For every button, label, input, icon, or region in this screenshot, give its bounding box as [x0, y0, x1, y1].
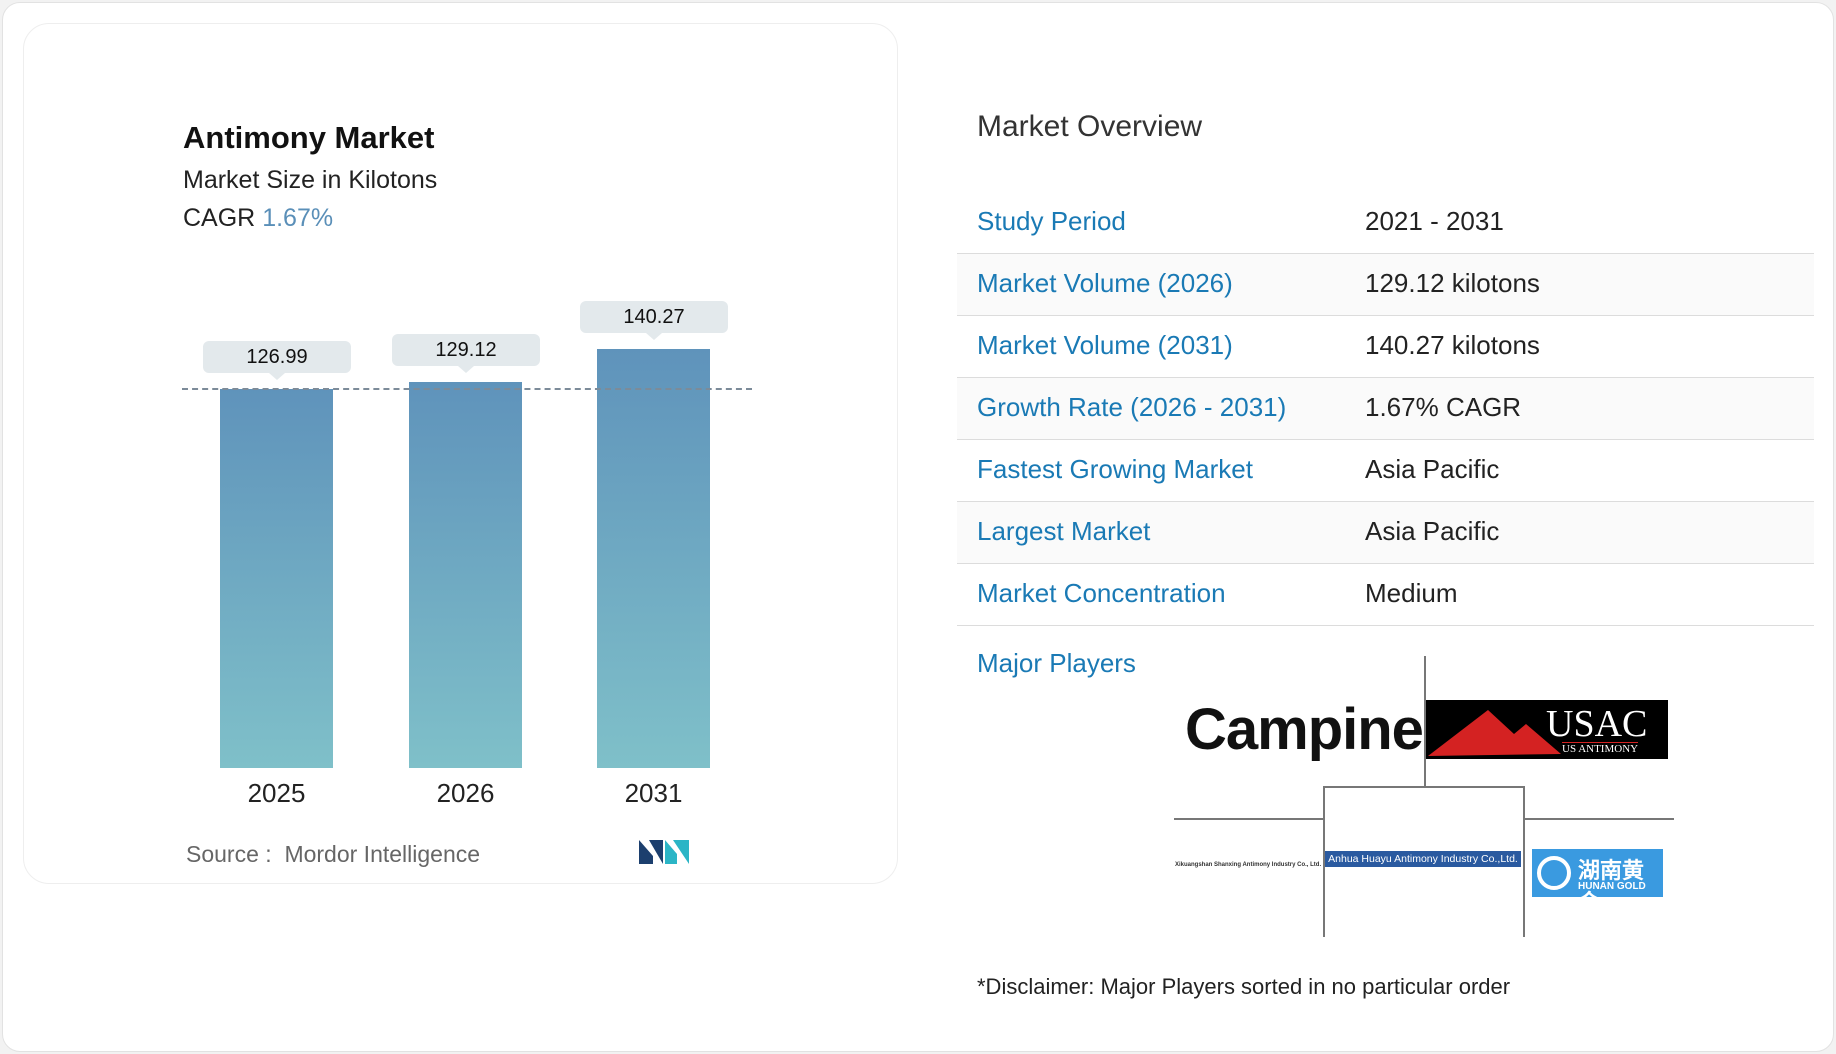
row-value: 2021 - 2031: [1365, 206, 1504, 236]
cagr-value: 1.67%: [262, 204, 334, 232]
xikuangshan-logo: Xikuangshan Shanxing Antimony Industry C…: [1175, 862, 1322, 868]
mountain-icon: [1428, 710, 1561, 756]
row-label: Growth Rate (2026 - 2031): [977, 392, 1287, 422]
overview-row: Fastest Growing Market Asia Pacific: [957, 440, 1814, 502]
bar-2031: [597, 349, 710, 768]
mordor-logo-icon: [639, 840, 689, 864]
data-label: 129.12: [392, 334, 540, 374]
x-tick-label: 2026: [436, 778, 495, 808]
divider: [1174, 818, 1324, 820]
hunan-gold-en: HUNAN GOLD: [1578, 881, 1646, 892]
cagr-label: CAGR: [183, 204, 256, 232]
row-label: Fastest Growing Market: [977, 454, 1253, 484]
source-name: Mordor Intelligence: [284, 841, 481, 867]
row-value: 140.27 kilotons: [1365, 330, 1540, 360]
overview-row: Market Volume (2026) 129.12 kilotons: [957, 254, 1814, 316]
anhua-huayu-logo: Anhua Huayu Antimony Industry Co.,Ltd.: [1325, 851, 1521, 867]
logo-box: [1323, 786, 1525, 937]
x-tick-label: 2025: [247, 778, 306, 808]
row-value: Medium: [1365, 578, 1458, 608]
disclaimer: *Disclaimer: Major Players sorted in no …: [977, 974, 1511, 999]
source-label: Source :: [186, 841, 272, 867]
overview-title: Market Overview: [977, 110, 1203, 143]
usac-text: USAC: [1546, 703, 1648, 745]
divider: [1525, 818, 1674, 820]
row-label: Market Volume (2031): [977, 330, 1233, 360]
data-label: 140.27: [580, 301, 728, 340]
chart-subtitle: Market Size in Kilotons: [183, 166, 438, 194]
row-label: Market Concentration: [977, 578, 1226, 608]
row-value: Asia Pacific: [1365, 516, 1500, 546]
hunan-gold-cn: 湖南黄金: [1578, 858, 1645, 915]
row-label: Largest Market: [977, 516, 1151, 546]
bar-2026: [409, 382, 522, 768]
data-label: 126.99: [203, 340, 351, 380]
row-label: Study Period: [977, 206, 1126, 236]
us-antimony-text: US ANTIMONY: [1562, 742, 1639, 755]
overview-row: Market Volume (2031) 140.27 kilotons: [957, 316, 1814, 378]
overview-row: Growth Rate (2026 - 2031) 1.67% CAGR: [957, 378, 1814, 440]
row-value: Asia Pacific: [1365, 454, 1500, 484]
usac-logo: USAC US ANTIMONY: [1426, 700, 1668, 759]
campine-logo: Campine: [1185, 697, 1424, 762]
overview-row: Market Concentration Medium: [957, 564, 1814, 626]
overview-row: Study Period 2021 - 2031: [957, 192, 1814, 254]
row-value: 129.12 kilotons: [1365, 268, 1540, 298]
reference-line: [182, 388, 752, 390]
source: Source : Mordor Intelligence: [186, 841, 480, 868]
major-players-label: Major Players: [977, 648, 1136, 678]
chart-title: Antimony Market: [183, 120, 435, 155]
row-label: Market Volume (2026): [977, 268, 1233, 298]
divider: [1424, 656, 1426, 787]
hunan-gold-icon: [1537, 856, 1571, 890]
overview-row: Largest Market Asia Pacific: [957, 502, 1814, 564]
bar-2025: [220, 388, 333, 768]
hunan-gold-logo: 湖南黄金 HUNAN GOLD: [1532, 849, 1663, 915]
row-value: 1.67% CAGR: [1365, 392, 1522, 422]
cagr: CAGR 1.67%: [183, 204, 333, 233]
x-tick-label: 2031: [624, 778, 683, 808]
